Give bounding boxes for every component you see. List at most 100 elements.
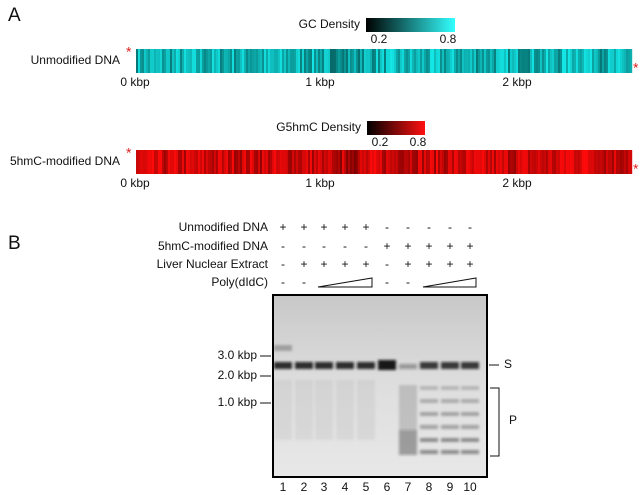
- heatmap-stripe: [204, 49, 207, 73]
- heatmap-stripe: [166, 150, 169, 174]
- heatmap: [136, 49, 633, 73]
- sign: +: [446, 239, 453, 253]
- heatmap-stripe: [234, 150, 237, 174]
- heatmap-stripe: [554, 49, 557, 73]
- heatmap-stripe: [628, 49, 631, 73]
- heatmap-stripe: [230, 150, 233, 174]
- heatmap-stripe: [258, 49, 261, 73]
- heatmap-stripe: [522, 49, 525, 73]
- heatmap-stripe: [436, 150, 439, 174]
- heatmap-stripe: [324, 150, 327, 174]
- heatmap-stripe: [232, 150, 235, 174]
- heatmap-stripe: [438, 49, 441, 73]
- heatmap-stripe: [292, 49, 295, 73]
- heatmap-stripe: [158, 49, 161, 73]
- heatmap-stripe: [226, 150, 229, 174]
- heatmap-stripe: [496, 49, 499, 73]
- lane-number: 2: [301, 480, 308, 494]
- heatmap-stripe: [484, 150, 487, 174]
- heatmap-stripe: [468, 150, 471, 174]
- heatmap-stripe: [140, 49, 143, 73]
- sign: +: [425, 257, 432, 271]
- heatmap-stripe: [352, 49, 355, 73]
- heatmap-stripe: [624, 49, 627, 73]
- sign: -: [281, 257, 285, 271]
- heatmap-stripe: [500, 49, 503, 73]
- sign: +: [466, 257, 473, 271]
- heatmap-stripe: [582, 150, 585, 174]
- heatmap-stripe: [598, 150, 601, 174]
- heatmap-stripe: [574, 150, 577, 174]
- heatmap-stripe: [380, 49, 383, 73]
- heatmap-stripe: [490, 49, 493, 73]
- heatmap-stripe: [150, 49, 153, 73]
- heatmap-stripe: [466, 49, 469, 73]
- heatmap-stripe: [140, 150, 143, 174]
- heatmap-stripe: [492, 49, 495, 73]
- heatmap-stripe: [288, 150, 291, 174]
- end-marker: *: [126, 44, 132, 60]
- heatmap-stripe: [362, 49, 365, 73]
- heatmap-stripe: [590, 49, 593, 73]
- heatmap-stripe: [218, 49, 221, 73]
- heatmap-stripe: [152, 150, 155, 174]
- heatmap-stripe: [462, 150, 465, 174]
- heatmap-stripe: [202, 150, 205, 174]
- sign: +: [320, 220, 327, 234]
- heatmap-stripe: [416, 49, 419, 73]
- band: [399, 364, 417, 369]
- heatmap-stripe: [216, 150, 219, 174]
- lane-number: 9: [447, 480, 454, 494]
- band: [378, 360, 396, 370]
- heatmap-stripe: [236, 150, 239, 174]
- heatmap-stripe: [316, 49, 319, 73]
- heatmap-stripe: [604, 150, 607, 174]
- heatmap-stripe: [218, 150, 221, 174]
- heatmap-stripe: [608, 150, 611, 174]
- heatmap-stripe: [240, 49, 243, 73]
- condition-label: 5hmC-modified DNA: [158, 239, 268, 253]
- sign: -: [281, 275, 285, 289]
- end-marker: *: [633, 161, 639, 177]
- heatmap-stripe: [534, 150, 537, 174]
- heatmap-stripe: [464, 49, 467, 73]
- heatmap-stripe: [592, 150, 595, 174]
- heatmap-stripe: [346, 49, 349, 73]
- sign: +: [404, 239, 411, 253]
- sign: +: [466, 239, 473, 253]
- heatmap-stripe: [364, 49, 367, 73]
- heatmap-stripe: [586, 150, 589, 174]
- heatmap-stripe: [298, 49, 301, 73]
- heatmap-stripe: [172, 49, 175, 73]
- band: [441, 362, 459, 369]
- heatmap-stripe: [482, 150, 485, 174]
- track-name: Unmodified DNA: [31, 53, 120, 67]
- heatmap-stripe: [144, 49, 147, 73]
- heatmap-stripe: [200, 49, 203, 73]
- heatmap-stripe: [472, 49, 475, 73]
- heatmap-stripe: [602, 49, 605, 73]
- heatmap-stripe: [628, 150, 631, 174]
- heatmap-stripe: [256, 49, 259, 73]
- bracket: [490, 387, 500, 457]
- heatmap-stripe: [196, 150, 199, 174]
- heatmap-stripe: [222, 150, 225, 174]
- heatmap-stripe: [536, 150, 539, 174]
- heatmap-stripe: [476, 150, 479, 174]
- heatmap-stripe: [146, 150, 149, 174]
- heatmap-stripe: [398, 150, 401, 174]
- heatmap-stripe: [262, 49, 265, 73]
- heatmap-stripe: [444, 150, 447, 174]
- heatmap-stripe: [452, 49, 455, 73]
- heatmap-stripe: [438, 150, 441, 174]
- heatmap-stripe: [302, 49, 305, 73]
- heatmap-stripe: [574, 49, 577, 73]
- heatmap-stripe: [334, 49, 337, 73]
- heatmap-stripe: [310, 150, 313, 174]
- sign: -: [406, 220, 410, 234]
- heatmap-stripe: [142, 49, 145, 73]
- band: [336, 362, 354, 369]
- heatmap-stripe: [234, 49, 237, 73]
- heatmap-stripe: [162, 150, 165, 174]
- heatmap-stripe: [230, 49, 233, 73]
